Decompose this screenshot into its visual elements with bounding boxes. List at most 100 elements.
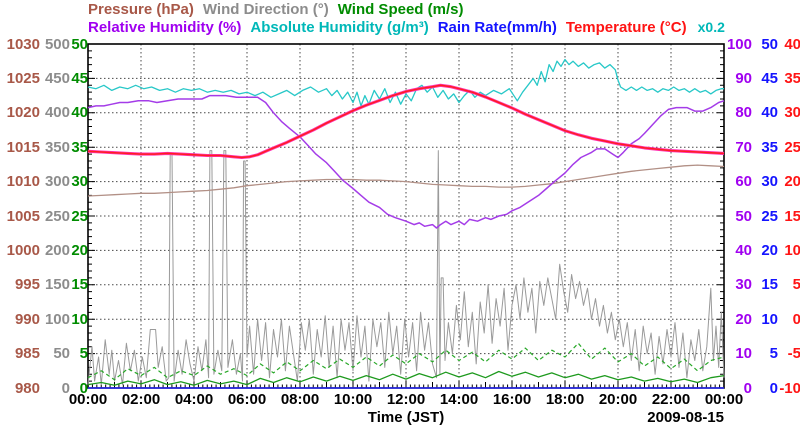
temperature-tick-5: 5 xyxy=(792,276,800,294)
temperature-tick-35: 35 xyxy=(784,69,800,87)
wind-direction-tick-350: 350 xyxy=(44,138,70,156)
wind-speed-tick-20: 20 xyxy=(71,241,88,259)
wind-speed-tick-45: 45 xyxy=(71,69,88,87)
rain-rate-tick-30: 30 xyxy=(761,173,778,191)
temperature-tick--10: -10 xyxy=(779,379,800,397)
rain-rate-tick-10: 10 xyxy=(761,310,778,328)
rain-rate-tick-0: 0 xyxy=(769,379,778,397)
legend-item-wind-speed: Wind Speed (m/s) xyxy=(337,1,464,18)
wind-speed-tick-40: 40 xyxy=(71,104,88,122)
time-tick-8: 16:00 xyxy=(492,391,532,408)
relative-humidity-tick-60: 60 xyxy=(735,173,752,191)
chart-date: 2009-08-15 xyxy=(647,409,724,426)
wind-direction-tick-250: 250 xyxy=(44,207,70,225)
time-tick-0: 00:00 xyxy=(68,391,108,408)
relative-humidity-tick-80: 80 xyxy=(735,104,752,122)
pressure-tick-1025: 1025 xyxy=(6,69,40,87)
time-tick-11: 22:00 xyxy=(651,391,691,408)
relative-humidity-tick-30: 30 xyxy=(735,276,752,294)
relative-humidity-tick-70: 70 xyxy=(735,138,752,156)
absolute-humidity-scale-note: x0.2 xyxy=(697,19,725,35)
series-wind_direction xyxy=(87,150,725,386)
temperature-tick-10: 10 xyxy=(784,241,800,259)
relative-humidity-tick-20: 20 xyxy=(735,310,752,328)
time-tick-6: 12:00 xyxy=(386,391,426,408)
wind-direction-tick-50: 50 xyxy=(53,345,70,363)
x-axis-title: Time (JST) xyxy=(367,409,445,426)
wind-speed-tick-15: 15 xyxy=(71,276,88,294)
pressure-tick-1030: 1030 xyxy=(6,35,40,53)
pressure-tick-985: 985 xyxy=(14,345,40,363)
rain-rate-tick-50: 50 xyxy=(761,35,778,53)
rain-rate-tick-15: 15 xyxy=(761,276,778,294)
legend-item-rain-rate: Rain Rate(mm/h) xyxy=(437,19,557,36)
series-pressure xyxy=(87,164,725,197)
rain-rate-tick-20: 20 xyxy=(761,241,778,259)
series-temperature xyxy=(87,84,725,159)
time-tick-9: 18:00 xyxy=(545,391,585,408)
wind-direction-tick-100: 100 xyxy=(44,310,70,328)
rain-rate-tick-40: 40 xyxy=(761,104,778,122)
relative-humidity-tick-0: 0 xyxy=(743,379,752,397)
legend-item-pressure: Pressure (hPa) xyxy=(88,1,194,18)
series-wind_speed_gust xyxy=(87,342,725,381)
rain-rate-tick-5: 5 xyxy=(769,345,778,363)
legend-item-temperature: Temperature (°C) xyxy=(565,19,687,36)
pressure-tick-1000: 1000 xyxy=(6,241,40,259)
relative-humidity-tick-40: 40 xyxy=(735,241,752,259)
time-tick-1: 02:00 xyxy=(121,391,161,408)
temperature-tick-20: 20 xyxy=(784,173,800,191)
rain-rate-tick-25: 25 xyxy=(761,207,778,225)
relative-humidity-tick-90: 90 xyxy=(735,69,752,87)
temperature-tick-0: 0 xyxy=(792,310,800,328)
pressure-tick-1010: 1010 xyxy=(6,173,40,191)
time-tick-10: 20:00 xyxy=(598,391,638,408)
wind-direction-tick-200: 200 xyxy=(44,241,70,259)
wind-speed-tick-25: 25 xyxy=(71,207,88,225)
pressure-tick-1005: 1005 xyxy=(6,207,40,225)
time-tick-4: 08:00 xyxy=(280,391,320,408)
wind-direction-tick-450: 450 xyxy=(44,69,70,87)
legend-row-2: Relative Humidity (%) Absolute Humidity (… xyxy=(88,19,725,36)
series-relative_humidity xyxy=(87,94,725,229)
rain-rate-tick-35: 35 xyxy=(761,138,778,156)
wind-speed-tick-0: 0 xyxy=(79,379,88,397)
pressure-tick-1020: 1020 xyxy=(6,104,40,122)
legend-row-1: Pressure (hPa) Wind Direction (°) Wind Spe… xyxy=(88,1,472,18)
relative-humidity-tick-10: 10 xyxy=(735,345,752,363)
wind-direction-tick-400: 400 xyxy=(44,104,70,122)
legend-item-relative-humidity: Relative Humidity (%) xyxy=(88,19,242,36)
relative-humidity-tick-100: 100 xyxy=(726,35,752,53)
legend-item-absolute-humidity: Absolute Humidity (g/m³) xyxy=(250,19,429,36)
wind-speed-tick-50: 50 xyxy=(71,35,88,53)
temperature-tick-25: 25 xyxy=(784,138,800,156)
wind-direction-tick-150: 150 xyxy=(44,276,70,294)
relative-humidity-tick-50: 50 xyxy=(735,207,752,225)
wind-direction-tick-300: 300 xyxy=(44,173,70,191)
wind-speed-tick-30: 30 xyxy=(71,173,88,191)
series-wind_speed_avg xyxy=(87,370,725,386)
wind-direction-tick-500: 500 xyxy=(44,35,70,53)
time-tick-5: 10:00 xyxy=(333,391,373,408)
rain-rate-tick-45: 45 xyxy=(761,69,778,87)
temperature-tick--5: -5 xyxy=(787,345,800,363)
legend-item-wind-direction: Wind Direction (°) xyxy=(202,1,329,18)
wind-speed-tick-35: 35 xyxy=(71,138,88,156)
series-absolute_humidity xyxy=(87,58,724,107)
temperature-tick-40: 40 xyxy=(784,35,800,53)
time-tick-3: 06:00 xyxy=(227,391,267,408)
pressure-tick-1015: 1015 xyxy=(6,138,40,156)
wind-direction-tick-0: 0 xyxy=(61,379,70,397)
pressure-tick-995: 995 xyxy=(14,276,40,294)
time-tick-7: 14:00 xyxy=(439,391,479,408)
pressure-tick-990: 990 xyxy=(14,310,40,328)
temperature-tick-30: 30 xyxy=(784,104,800,122)
time-tick-12: 00:00 xyxy=(704,391,744,408)
temperature-tick-15: 15 xyxy=(784,207,800,225)
wind-speed-tick-5: 5 xyxy=(79,345,88,363)
wind-speed-tick-10: 10 xyxy=(71,310,88,328)
time-tick-2: 04:00 xyxy=(174,391,214,408)
axis-ticks xyxy=(87,43,725,389)
